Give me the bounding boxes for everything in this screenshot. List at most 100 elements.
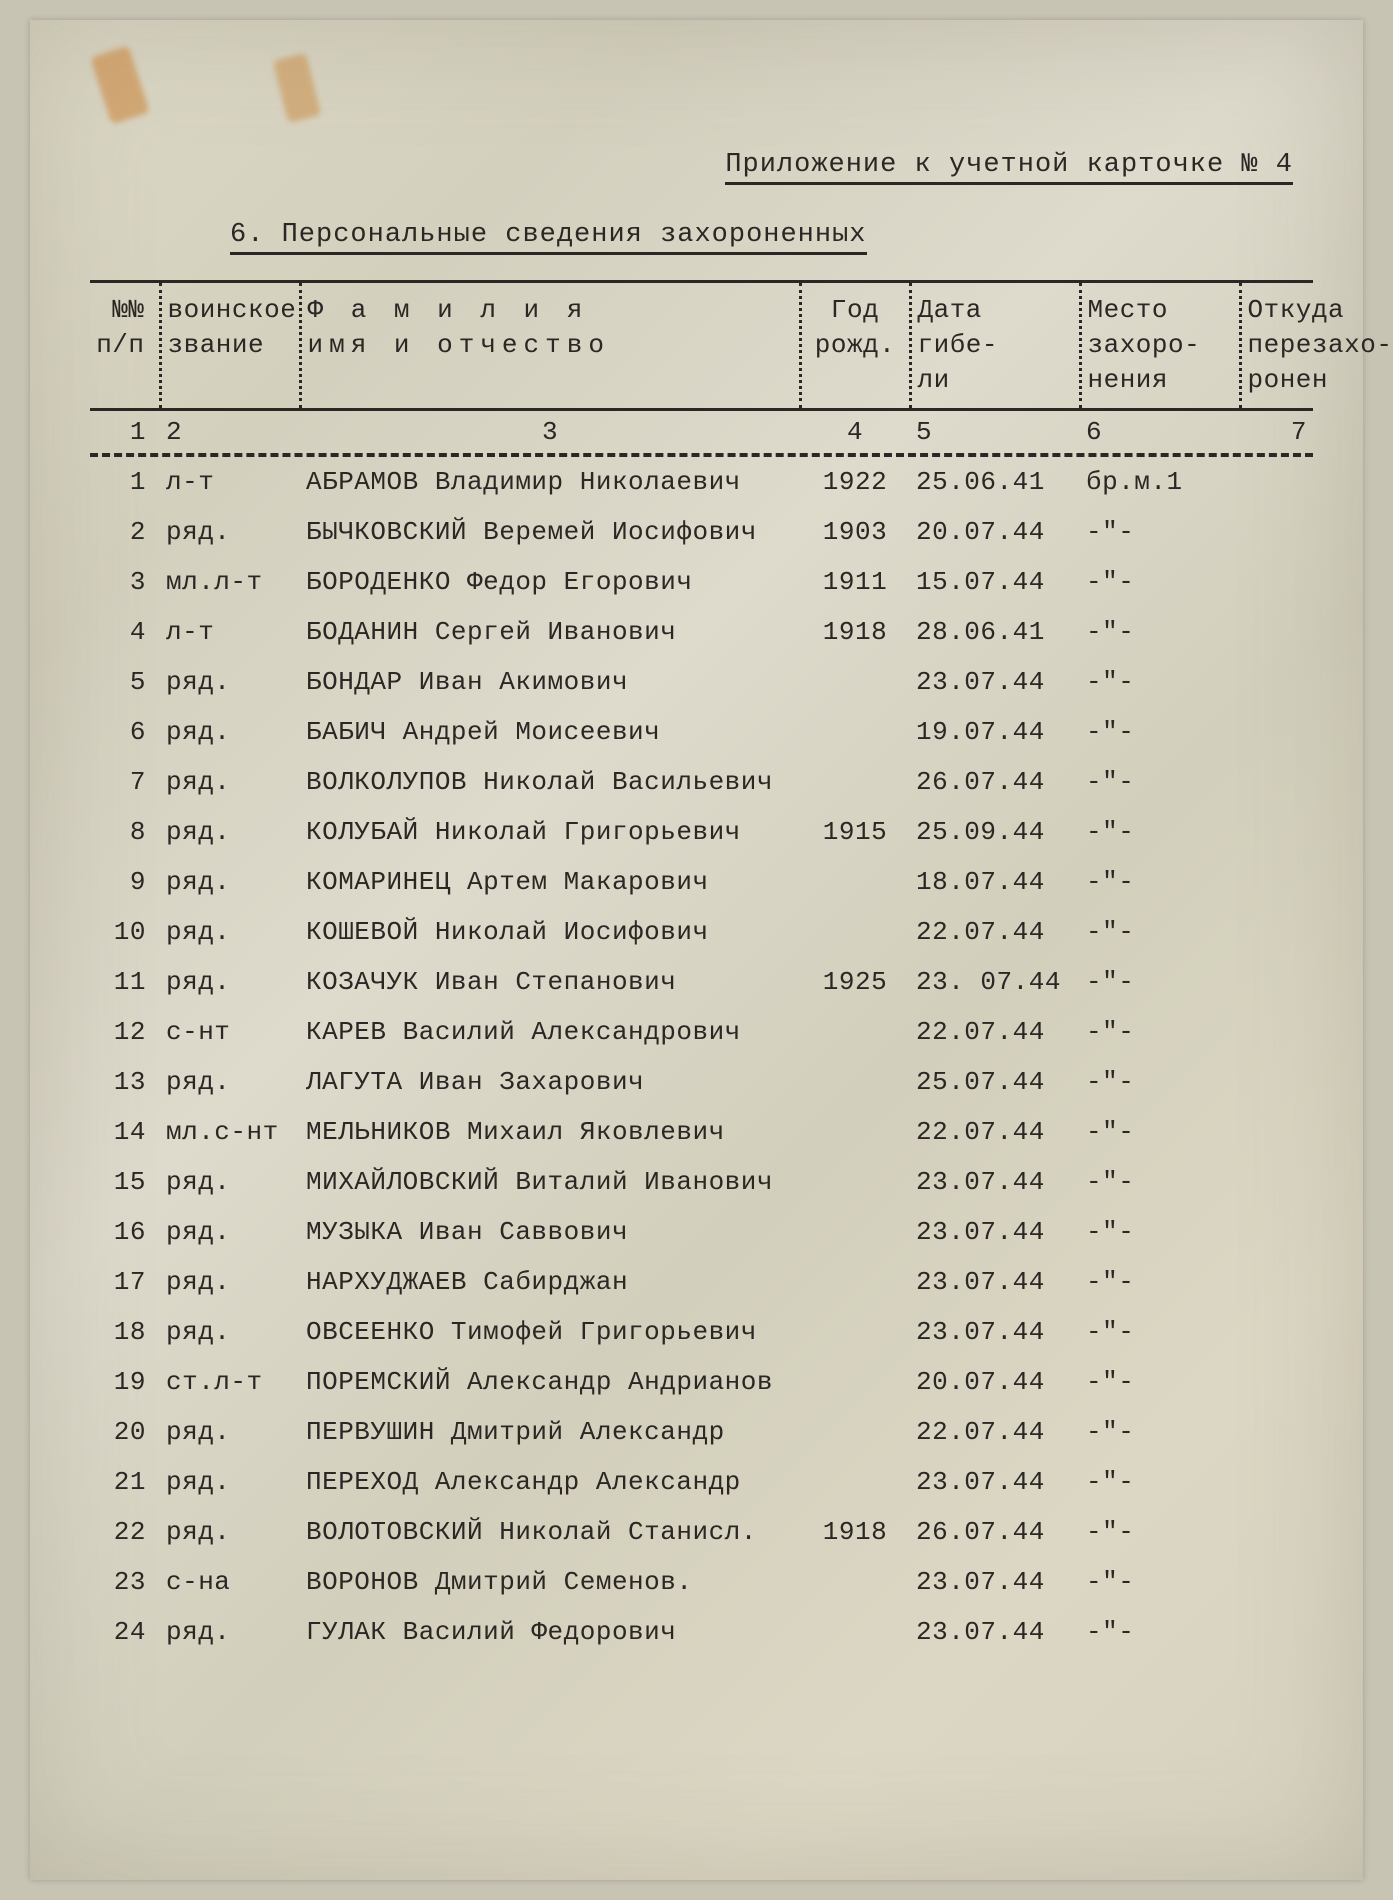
cell-death: 25.07.44 <box>910 1057 1080 1107</box>
cell-from <box>1240 1257 1313 1307</box>
cell-from <box>1240 1357 1313 1407</box>
cell-death: 18.07.44 <box>910 857 1080 907</box>
table-row: 3мл.л-тБОРОДЕНКО Федор Егорович191115.07… <box>90 557 1313 607</box>
cell-name: ОВСЕЕНКО Тимофей Григорьевич <box>300 1307 800 1357</box>
cell-from <box>1240 1157 1313 1207</box>
cell-year <box>800 1107 910 1157</box>
cell-burial: -"- <box>1080 1607 1240 1657</box>
cell-year <box>800 1207 910 1257</box>
cell-rank: ряд. <box>160 1207 300 1257</box>
cell-number: 9 <box>90 857 160 907</box>
column-number-row: 1 2 3 4 5 6 7 <box>90 411 1313 453</box>
cell-from <box>1240 807 1313 857</box>
cell-name: КОЛУБАЙ Николай Григорьевич <box>300 807 800 857</box>
cell-death: 26.07.44 <box>910 1507 1080 1557</box>
cell-death: 20.07.44 <box>910 1357 1080 1407</box>
col-label: Годрожд. <box>815 295 896 360</box>
cell-burial: бр.м.1 <box>1080 457 1240 507</box>
cell-rank: ряд. <box>160 1607 300 1657</box>
cell-rank: мл.с-нт <box>160 1107 300 1157</box>
cell-rank: с-нт <box>160 1007 300 1057</box>
col-header-name: Ф а м и л и яимя и отчество <box>300 283 800 408</box>
cell-year <box>800 657 910 707</box>
cell-from <box>1240 1307 1313 1357</box>
table-row: 23с-наВОРОНОВ Дмитрий Семенов.23.07.44-"… <box>90 1557 1313 1607</box>
table-header-row: №№п/п воинскоезвание Ф а м и л и яимя и … <box>90 283 1313 408</box>
cell-burial: -"- <box>1080 1257 1240 1307</box>
cell-number: 2 <box>90 507 160 557</box>
cell-death: 26.07.44 <box>910 757 1080 807</box>
cell-rank: ряд. <box>160 1407 300 1457</box>
cell-year: 1903 <box>800 507 910 557</box>
cell-number: 18 <box>90 1307 160 1357</box>
cell-burial: -"- <box>1080 957 1240 1007</box>
cell-number: 1 <box>90 457 160 507</box>
cell-death: 23.07.44 <box>910 1157 1080 1207</box>
col-label: Ф а м и л и яимя и отчество <box>308 295 610 360</box>
cell-death: 22.07.44 <box>910 1407 1080 1457</box>
cell-burial: -"- <box>1080 1207 1240 1257</box>
cell-death: 25.06.41 <box>910 457 1080 507</box>
cell-name: ПЕРЕХОД Александр Александр <box>300 1457 800 1507</box>
cell-from <box>1240 1607 1313 1657</box>
section-title: 6. Персональные сведения захороненных <box>230 220 1313 250</box>
cell-rank: ряд. <box>160 1057 300 1107</box>
cell-name: КОМАРИНЕЦ Артем Макарович <box>300 857 800 907</box>
table-row: 10ряд.КОШЕВОЙ Николай Иосифович22.07.44-… <box>90 907 1313 957</box>
cell-from <box>1240 507 1313 557</box>
table-row: 5ряд.БОНДАР Иван Акимович23.07.44-"- <box>90 657 1313 707</box>
cell-year: 1918 <box>800 607 910 657</box>
cell-rank: ряд. <box>160 807 300 857</box>
col-header-rank: воинскоезвание <box>160 283 300 408</box>
cell-from <box>1240 557 1313 607</box>
col-label: Датагибе-ли <box>918 295 999 395</box>
cell-name: БОРОДЕНКО Федор Егорович <box>300 557 800 607</box>
cell-rank: ряд. <box>160 1507 300 1557</box>
burial-table: №№п/п воинскоезвание Ф а м и л и яимя и … <box>90 280 1313 1657</box>
cell-burial: -"- <box>1080 1007 1240 1057</box>
cell-rank: л-т <box>160 457 300 507</box>
cell-death: 23. 07.44 <box>910 957 1080 1007</box>
cell-death: 22.07.44 <box>910 1007 1080 1057</box>
cell-number: 11 <box>90 957 160 1007</box>
col-num: 3 <box>300 411 800 453</box>
cell-name: ПЕРВУШИН Дмитрий Александр <box>300 1407 800 1457</box>
cell-year <box>800 907 910 957</box>
table-row: 13ряд.ЛАГУТА Иван Захарович25.07.44-"- <box>90 1057 1313 1107</box>
cell-number: 19 <box>90 1357 160 1407</box>
cell-rank: ст.л-т <box>160 1357 300 1407</box>
cell-year <box>800 757 910 807</box>
table-head: №№п/п воинскоезвание Ф а м и л и яимя и … <box>90 283 1313 408</box>
cell-death: 23.07.44 <box>910 1307 1080 1357</box>
cell-death: 28.06.41 <box>910 607 1080 657</box>
cell-burial: -"- <box>1080 707 1240 757</box>
cell-name: МИХАЙЛОВСКИЙ Виталий Иванович <box>300 1157 800 1207</box>
cell-name: ГУЛАК Василий Федорович <box>300 1607 800 1657</box>
col-num: 2 <box>160 411 300 453</box>
cell-from <box>1240 1057 1313 1107</box>
table-row: 11ряд.КОЗАЧУК Иван Степанович192523. 07.… <box>90 957 1313 1007</box>
cell-from <box>1240 1407 1313 1457</box>
cell-name: МУЗЫКА Иван Саввович <box>300 1207 800 1257</box>
cell-from <box>1240 657 1313 707</box>
cell-number: 20 <box>90 1407 160 1457</box>
cell-year <box>800 857 910 907</box>
col-label: Местозахоро-нения <box>1088 295 1201 395</box>
cell-from <box>1240 757 1313 807</box>
table-row: 9ряд.КОМАРИНЕЦ Артем Макарович18.07.44-"… <box>90 857 1313 907</box>
cell-burial: -"- <box>1080 607 1240 657</box>
col-label: №№п/п <box>96 295 144 360</box>
cell-number: 12 <box>90 1007 160 1057</box>
cell-name: МЕЛЬНИКОВ Михаил Яковлевич <box>300 1107 800 1157</box>
cell-rank: ряд. <box>160 757 300 807</box>
document-page: Приложение к учетной карточке № 4 6. Пер… <box>30 20 1363 1880</box>
cell-year: 1922 <box>800 457 910 507</box>
cell-number: 16 <box>90 1207 160 1257</box>
cell-number: 4 <box>90 607 160 657</box>
cell-death: 23.07.44 <box>910 1557 1080 1607</box>
cell-rank: мл.л-т <box>160 557 300 607</box>
cell-from <box>1240 907 1313 957</box>
cell-death: 23.07.44 <box>910 1257 1080 1307</box>
cell-burial: -"- <box>1080 857 1240 907</box>
cell-burial: -"- <box>1080 1507 1240 1557</box>
